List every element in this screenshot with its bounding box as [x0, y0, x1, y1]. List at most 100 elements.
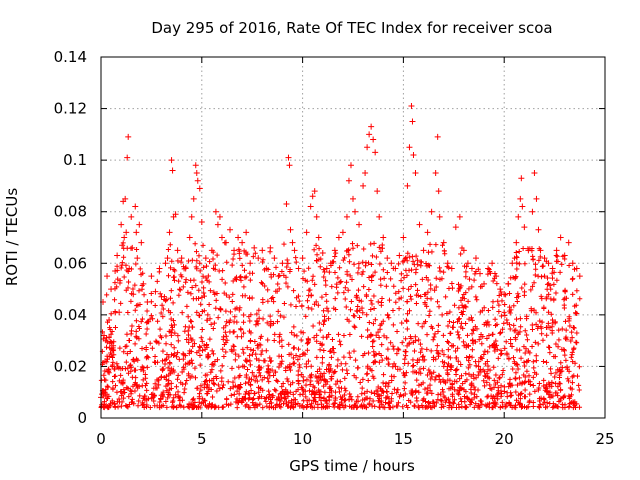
scatter-point [311, 188, 318, 195]
scatter-point [493, 273, 500, 280]
scatter-point [408, 102, 415, 109]
y-tick-label: 0.02 [54, 357, 87, 375]
scatter-point [384, 255, 391, 262]
scatter-point [231, 247, 238, 254]
scatter-point [529, 208, 536, 215]
scatter-point [545, 260, 552, 267]
scatter-point [519, 203, 526, 210]
scatter-point [362, 170, 369, 177]
scatter-point [285, 154, 292, 161]
scatter-point [460, 247, 467, 254]
scatter-point [123, 229, 130, 236]
y-tick-label: 0.04 [54, 306, 87, 324]
y-tick-label: 0.1 [63, 151, 87, 169]
scatter-point [309, 193, 316, 200]
scatter-point [541, 255, 548, 262]
scatter-point [235, 234, 242, 241]
scatter-point [464, 260, 471, 267]
scatter-point [198, 219, 205, 226]
scatter-point [497, 286, 504, 293]
x-tick-label: 15 [394, 430, 413, 448]
scatter-point [156, 265, 163, 272]
scatter-point [521, 224, 528, 231]
grid-layer [101, 57, 605, 418]
scatter-point [535, 226, 542, 233]
scatter-point [251, 244, 258, 251]
scatter-point [194, 177, 201, 184]
scatter-point [126, 265, 133, 272]
scatter-point [432, 170, 439, 177]
scatter-point [287, 226, 294, 233]
scatter-point [380, 234, 387, 241]
scatter-point [323, 265, 330, 272]
scatter-point [396, 252, 403, 259]
scatter-point [190, 195, 197, 202]
scatter-point [119, 242, 126, 249]
scatter-point [186, 234, 193, 241]
scatter-point [435, 188, 442, 195]
scatter-point [531, 170, 538, 177]
scatter-point [208, 247, 215, 254]
scatter-point [118, 221, 125, 228]
scatter-point [218, 234, 225, 241]
scatter-point [420, 247, 427, 254]
scatter-point [360, 182, 367, 189]
scatter-point [553, 247, 560, 254]
scatter-point [501, 291, 508, 298]
y-tick-label: 0.14 [54, 48, 87, 66]
scatter-point [356, 221, 363, 228]
scatter-point [307, 203, 314, 210]
x-tick-label: 25 [595, 430, 614, 448]
scatter-point [192, 162, 199, 169]
scatter-point [283, 200, 290, 207]
x-tick-label: 20 [495, 430, 514, 448]
scatter-dense-background [98, 240, 583, 411]
scatter-point [505, 280, 512, 287]
scatter-point [178, 255, 185, 262]
scatter-point [576, 273, 583, 280]
scatter-point [267, 244, 274, 251]
scatter-point [275, 273, 282, 280]
x-tick-label: 5 [197, 430, 207, 448]
scatter-points-layer [98, 102, 583, 401]
scatter-point [436, 213, 443, 220]
scatter-point [352, 208, 359, 215]
scatter-point [372, 149, 379, 156]
scatter-point [125, 133, 132, 140]
scatter-point [169, 167, 176, 174]
scatter-point [130, 291, 137, 298]
x-tick-label: 0 [96, 430, 106, 448]
y-tick-label: 0.08 [54, 203, 87, 221]
scatter-point [392, 265, 399, 272]
scatter-point [259, 247, 266, 254]
scatter-point [166, 229, 173, 236]
scatter-point [518, 175, 525, 182]
scatter-point [319, 249, 326, 256]
scatter-point [428, 208, 435, 215]
scatter-point [517, 195, 524, 202]
x-tick-label: 10 [293, 430, 312, 448]
scatter-point [509, 260, 516, 267]
scatter-point [101, 332, 108, 339]
scatter-point [128, 213, 135, 220]
scatter-point [214, 221, 221, 228]
scatter-point [525, 247, 532, 254]
scatter-point [134, 255, 141, 262]
scatter-point [409, 118, 416, 125]
plot-frame [100, 56, 606, 419]
scatter-point [350, 195, 356, 202]
scatter-point [222, 239, 229, 246]
scatter-point [162, 260, 169, 267]
scatter-point [537, 247, 544, 254]
scatter-point [212, 208, 219, 215]
scatter-point [188, 213, 195, 220]
scatter-point [286, 162, 293, 169]
scatter-point [573, 265, 580, 272]
scatter-point [472, 255, 479, 262]
scatter-point [121, 234, 128, 241]
scatter-point [335, 234, 342, 241]
scatter-point [368, 123, 375, 130]
scatter-point [481, 280, 488, 287]
scatter-point [216, 213, 223, 220]
scatter-point [291, 247, 298, 254]
